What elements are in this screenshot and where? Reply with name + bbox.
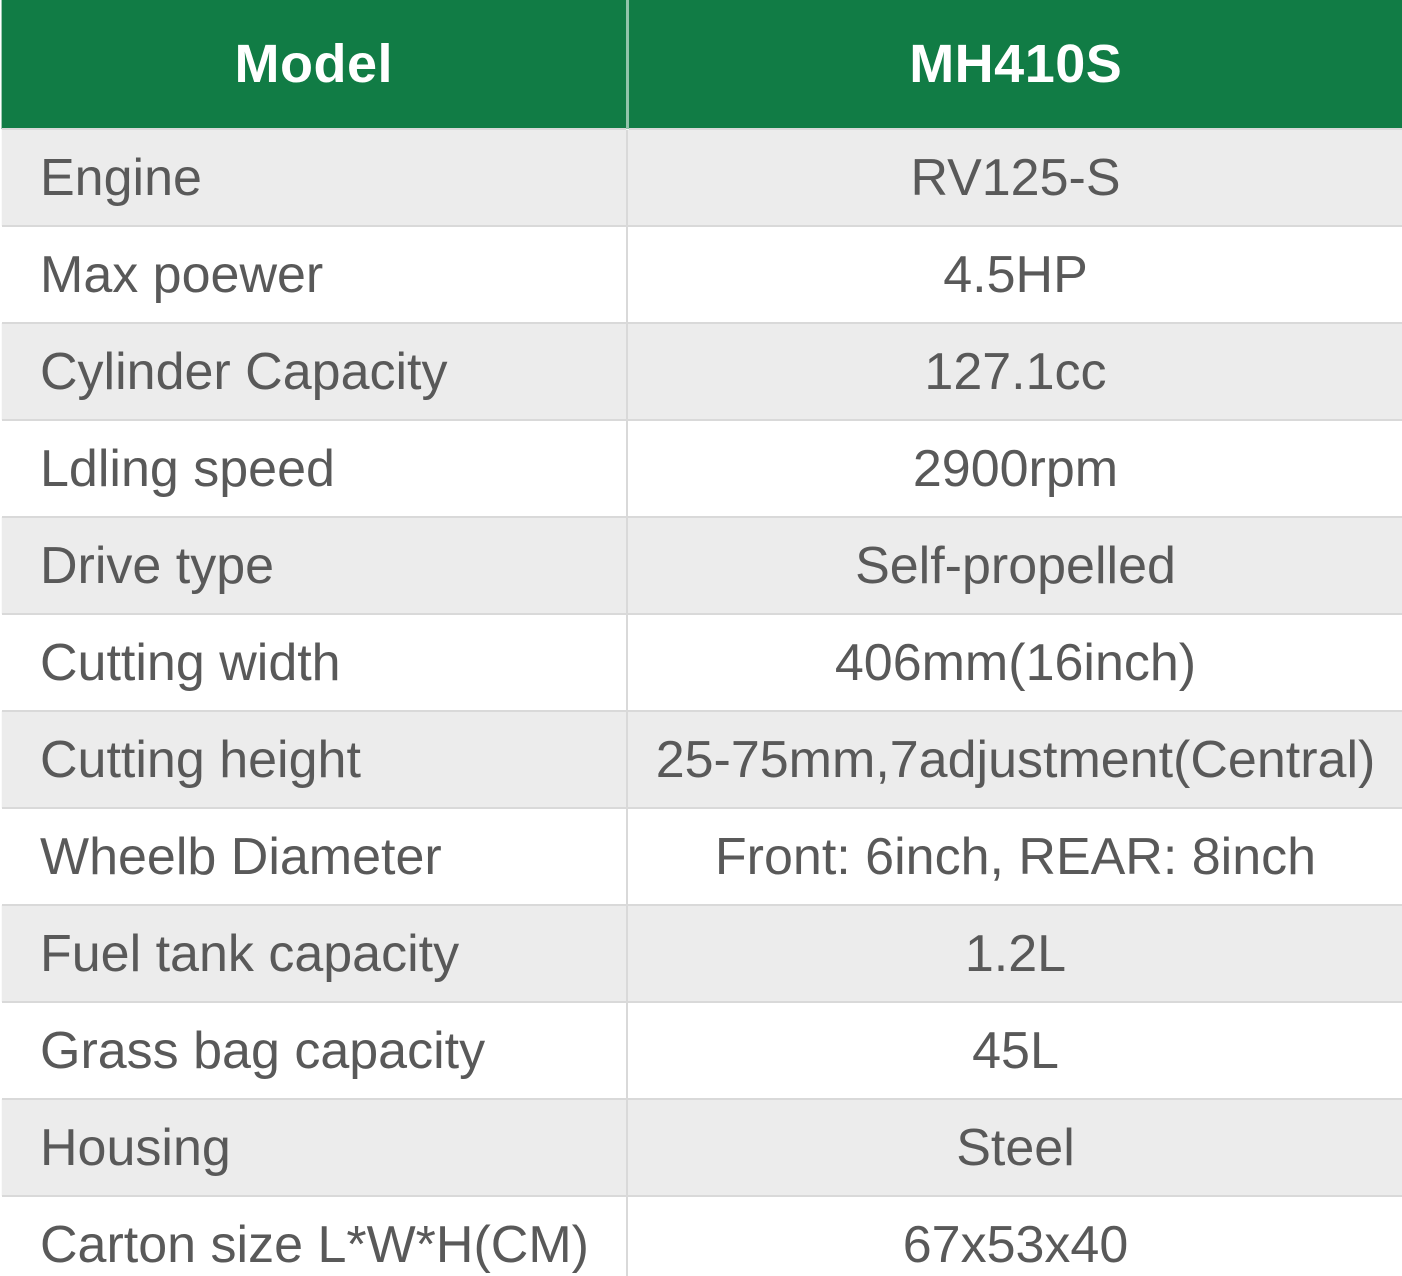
spec-value: 2900rpm	[627, 419, 1402, 517]
spec-value: 67x53x40	[627, 1195, 1402, 1276]
table-row: Drive type Self-propelled	[0, 516, 1402, 614]
table-row: Cylinder Capacity 127.1cc	[0, 322, 1402, 420]
header-row: Model MH410S	[0, 0, 1402, 129]
spec-value: 1.2L	[627, 904, 1402, 1002]
spec-label: Fuel tank capacity	[0, 904, 628, 1002]
spec-label: Cutting height	[0, 710, 628, 808]
spec-label: Engine	[0, 128, 628, 226]
table-row: Fuel tank capacity 1.2L	[0, 904, 1402, 1002]
spec-value: RV125-S	[627, 128, 1402, 226]
spec-label: Max poewer	[0, 225, 628, 323]
table-row: Carton size L*W*H(CM) 67x53x40	[0, 1195, 1402, 1276]
spec-value: 25-75mm,7adjustment(Central)	[627, 710, 1402, 808]
spec-label: Wheelb Diameter	[0, 807, 628, 905]
table-row: Engine RV125-S	[0, 128, 1402, 226]
spec-value: 406mm(16inch)	[627, 613, 1402, 711]
spec-value: 127.1cc	[627, 322, 1402, 420]
spec-label: Cutting width	[0, 613, 628, 711]
table-row: Wheelb Diameter Front: 6inch, REAR: 8inc…	[0, 807, 1402, 905]
spec-value: Steel	[627, 1098, 1402, 1196]
spec-label: Cylinder Capacity	[0, 322, 628, 420]
spec-label: Grass bag capacity	[0, 1001, 628, 1099]
table-row: Ldling speed 2900rpm	[0, 419, 1402, 517]
spec-value: Front: 6inch, REAR: 8inch	[627, 807, 1402, 905]
spec-table-body: Engine RV125-S Max poewer 4.5HP Cylinder…	[0, 128, 1402, 1276]
table-row: Grass bag capacity 45L	[0, 1001, 1402, 1099]
table-row: Max poewer 4.5HP	[0, 225, 1402, 323]
table-row: Cutting width 406mm(16inch)	[0, 613, 1402, 711]
header-cell-model-value: MH410S	[627, 0, 1402, 129]
spec-label: Ldling speed	[0, 419, 628, 517]
spec-value: Self-propelled	[627, 516, 1402, 614]
table-row: Cutting height 25-75mm,7adjustment(Centr…	[0, 710, 1402, 808]
spec-label: Carton size L*W*H(CM)	[0, 1195, 628, 1276]
spec-value: 45L	[627, 1001, 1402, 1099]
spec-value: 4.5HP	[627, 225, 1402, 323]
header-cell-model: Model	[0, 0, 629, 129]
spec-table-header: Model MH410S	[0, 0, 1402, 129]
table-row: Housing Steel	[0, 1098, 1402, 1196]
spec-label: Housing	[0, 1098, 628, 1196]
spec-label: Drive type	[0, 516, 628, 614]
